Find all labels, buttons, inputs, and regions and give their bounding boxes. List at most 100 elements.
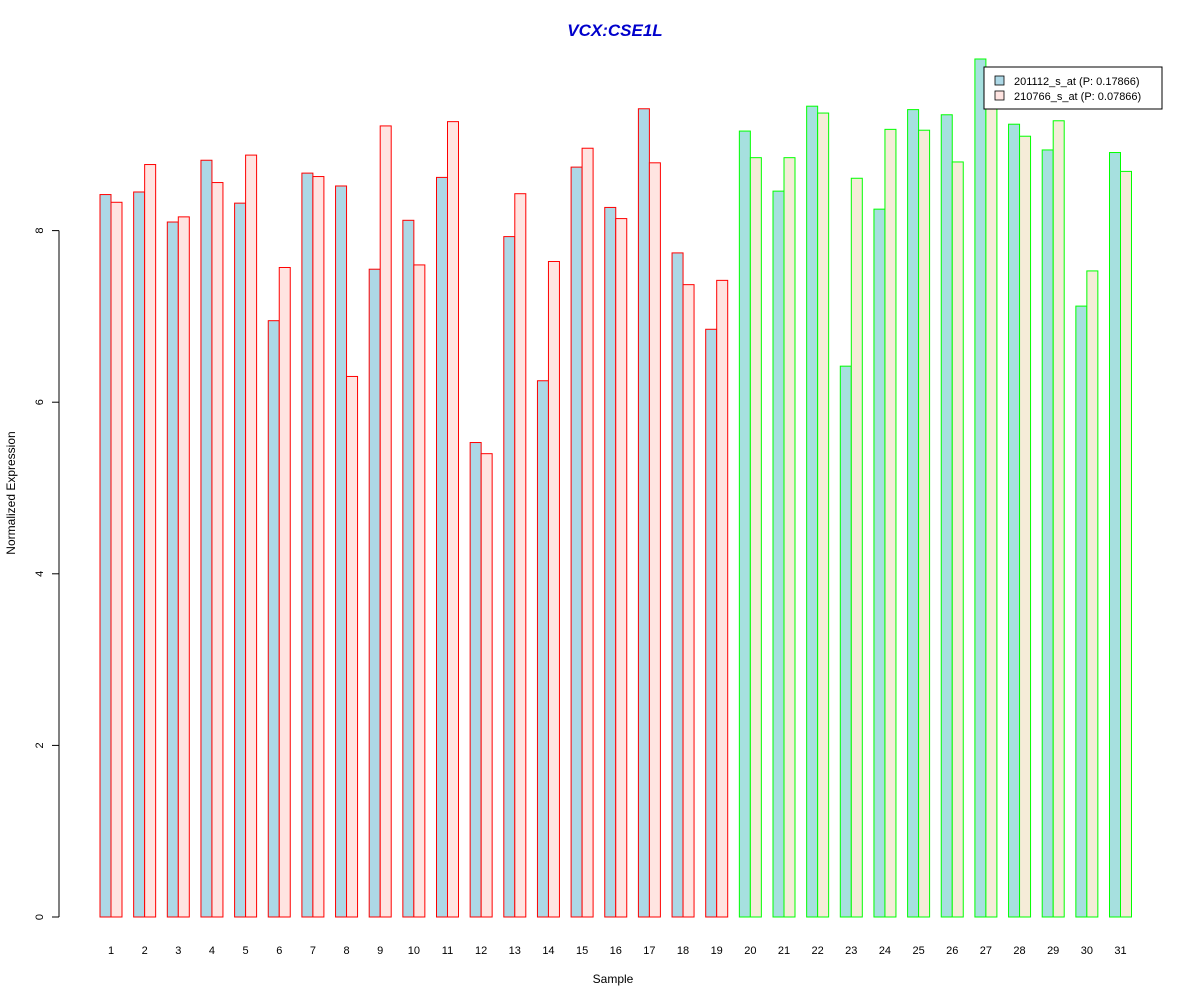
- bar-sample-3-series-1: [166, 221, 179, 918]
- x-tick-label-15: 15: [576, 945, 588, 957]
- y-tick-label: 2: [34, 742, 46, 748]
- x-tick-label-26: 26: [946, 945, 958, 957]
- bar-sample-10-series-2: [413, 264, 426, 918]
- x-axis-label: Sample: [593, 972, 634, 986]
- y-axis-label: Normalized Expression: [4, 431, 18, 554]
- x-tick-label-4: 4: [209, 945, 215, 957]
- legend-box: [983, 66, 1163, 110]
- x-tick-label-25: 25: [912, 945, 924, 957]
- x-tick-label-30: 30: [1081, 945, 1093, 957]
- x-tick-label-1: 1: [108, 945, 114, 957]
- bar-sample-11-series-1: [436, 176, 448, 918]
- bar-sample-18-series-1: [671, 252, 684, 918]
- bar-sample-22-series-2: [817, 112, 830, 918]
- bar-sample-3-series-2: [177, 216, 190, 918]
- x-tick-label-3: 3: [175, 945, 181, 957]
- bar-sample-18-series-2: [682, 284, 695, 918]
- bar-sample-8-series-1: [335, 185, 348, 918]
- x-tick-label-7: 7: [310, 945, 316, 957]
- x-tick-label-8: 8: [343, 945, 349, 957]
- bar-sample-15-series-2: [581, 147, 594, 918]
- x-tick-label-13: 13: [509, 945, 521, 957]
- x-tick-label-14: 14: [542, 945, 554, 957]
- x-tick-label-21: 21: [778, 945, 790, 957]
- legend-label-series-1: 201112_s_at (P: 0.17866): [1014, 76, 1140, 88]
- bar-sample-17-series-2: [648, 162, 661, 918]
- bar-sample-27-series-2: [985, 101, 998, 918]
- legend-swatch-series-2: [994, 90, 1005, 101]
- y-tick-label: 4: [34, 571, 46, 577]
- bar-sample-21-series-2: [783, 157, 796, 918]
- bar-sample-1-series-1: [99, 194, 112, 918]
- x-tick-label-24: 24: [879, 945, 891, 957]
- bar-sample-24-series-1: [873, 208, 886, 918]
- bar-sample-15-series-1: [570, 166, 583, 918]
- x-tick-label-5: 5: [243, 945, 249, 957]
- bar-sample-29-series-2: [1052, 120, 1065, 918]
- bar-sample-23-series-2: [850, 177, 863, 918]
- bar-sample-14-series-2: [547, 260, 560, 918]
- y-tick-label: 8: [34, 228, 46, 234]
- bar-sample-11-series-2: [447, 121, 459, 918]
- legend-label-series-2: 210766_s_at (P: 0.07866): [1014, 91, 1141, 103]
- bar-sample-21-series-1: [772, 190, 785, 918]
- bar-sample-29-series-1: [1041, 149, 1054, 918]
- bar-sample-20-series-2: [749, 157, 762, 918]
- bar-sample-12-series-1: [469, 442, 482, 918]
- bar-sample-2-series-2: [144, 164, 157, 918]
- bar-sample-12-series-2: [480, 453, 493, 918]
- x-tick-label-18: 18: [677, 945, 689, 957]
- bar-sample-10-series-1: [402, 219, 415, 918]
- x-tick-label-28: 28: [1013, 945, 1025, 957]
- bar-sample-14-series-1: [536, 380, 549, 918]
- bar-sample-13-series-2: [514, 193, 527, 918]
- bar-sample-5-series-2: [245, 154, 258, 918]
- bar-sample-13-series-1: [503, 236, 516, 918]
- chart-title: VCX:CSE1L: [567, 21, 662, 40]
- bar-sample-17-series-1: [637, 108, 650, 918]
- bar-sample-19-series-1: [705, 328, 718, 918]
- x-tick-label-6: 6: [276, 945, 282, 957]
- bar-sample-26-series-1: [940, 114, 953, 918]
- x-tick-label-9: 9: [377, 945, 383, 957]
- x-tick-label-19: 19: [711, 945, 723, 957]
- bar-sample-19-series-2: [716, 279, 729, 918]
- x-tick-label-22: 22: [812, 945, 824, 957]
- x-tick-label-12: 12: [475, 945, 487, 957]
- bar-sample-20-series-1: [738, 130, 751, 918]
- bar-sample-7-series-1: [301, 172, 314, 918]
- y-axis: 0 2 4 6 8: [34, 228, 60, 920]
- bar-sample-1-series-2: [110, 201, 123, 918]
- bar-sample-6-series-2: [278, 266, 291, 918]
- x-tick-label-31: 31: [1114, 945, 1126, 957]
- bar-sample-9-series-2: [379, 125, 392, 918]
- x-tick-label-23: 23: [845, 945, 857, 957]
- x-tick-label-27: 27: [980, 945, 992, 957]
- legend: 201112_s_at (P: 0.17866) 210766_s_at (P:…: [983, 66, 1163, 110]
- bar-sample-28-series-2: [1019, 135, 1032, 918]
- x-tick-labels: 1 2 3 4 5 6 7 8 9 10 11 12 13 14 15 16 17 18 19 20 21 22 23 24 2…: [108, 945, 1127, 957]
- x-tick-label-16: 16: [610, 945, 622, 957]
- x-tick-label-10: 10: [408, 945, 420, 957]
- bar-sample-25-series-1: [907, 109, 920, 918]
- bar-sample-31-series-1: [1109, 152, 1121, 918]
- bars: [99, 58, 1132, 918]
- bar-sample-2-series-1: [133, 191, 146, 918]
- legend-swatch-series-1: [994, 75, 1005, 86]
- bar-sample-5-series-1: [234, 202, 247, 918]
- bar-sample-31-series-2: [1120, 170, 1132, 918]
- x-tick-label-17: 17: [643, 945, 655, 957]
- bar-sample-9-series-1: [368, 268, 381, 918]
- x-tick-label-20: 20: [744, 945, 756, 957]
- bar-sample-24-series-2: [884, 128, 897, 918]
- bar-sample-4-series-1: [200, 159, 213, 918]
- x-tick-label-11: 11: [442, 945, 453, 957]
- bar-sample-26-series-2: [951, 161, 964, 918]
- x-tick-label-29: 29: [1047, 945, 1059, 957]
- bar-sample-6-series-1: [267, 320, 280, 918]
- bar-sample-27-series-1: [974, 58, 987, 918]
- y-tick-label: 6: [34, 399, 46, 405]
- bar-sample-23-series-1: [839, 365, 852, 918]
- bar-sample-16-series-2: [615, 218, 628, 918]
